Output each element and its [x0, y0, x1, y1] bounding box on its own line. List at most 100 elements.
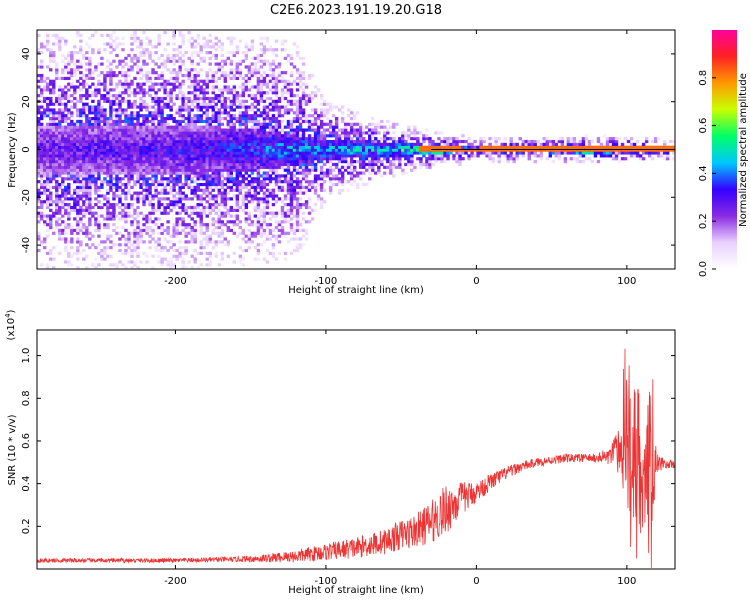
- heatmap-cell: [82, 94, 86, 98]
- heatmap-cell: [193, 160, 197, 164]
- heatmap-cell: [304, 228, 309, 233]
- heatmap-cell: [58, 122, 62, 126]
- heatmap-cell: [85, 117, 89, 121]
- heatmap-cell: [127, 168, 131, 172]
- heatmap-cell: [103, 119, 107, 124]
- heatmap-cell: [286, 148, 291, 152]
- heatmap-cell: [286, 182, 291, 187]
- heatmap-cell: [235, 160, 240, 164]
- heatmap-cell: [154, 154, 158, 158]
- heatmap-cell: [106, 168, 110, 172]
- heatmap-cell: [73, 162, 77, 167]
- heatmap-cell: [295, 162, 300, 167]
- heatmap-cell: [271, 168, 276, 172]
- heatmap-cell: [208, 197, 212, 201]
- heatmap-cell: [172, 177, 176, 181]
- heatmap-cell: [223, 243, 227, 247]
- heatmap-cell: [262, 145, 267, 149]
- heatmap-cell: [190, 142, 194, 146]
- heatmap-cell: [253, 96, 258, 101]
- heatmap-cell: [289, 102, 294, 106]
- heatmap-cell: [196, 171, 200, 175]
- heatmap-cell: [148, 177, 152, 181]
- heatmap-cell: [145, 51, 149, 55]
- heatmap-cell: [223, 203, 227, 207]
- heatmap-cell: [193, 234, 197, 238]
- heatmap-cell: [220, 240, 224, 244]
- heatmap-cell: [331, 128, 336, 132]
- heatmap-cell: [223, 71, 227, 75]
- heatmap-cell: [262, 211, 267, 215]
- heatmap-cell: [103, 85, 107, 89]
- heatmap-cell: [253, 137, 258, 141]
- heatmap-cell: [211, 208, 215, 212]
- heatmap-cell: [76, 177, 80, 181]
- heatmap-cell: [124, 91, 128, 95]
- heatmap-cell: [244, 65, 249, 69]
- heatmap-cell: [199, 114, 203, 118]
- heatmap-cell: [130, 134, 134, 138]
- heatmap-cell: [392, 148, 396, 152]
- heatmap-cell: [55, 114, 59, 118]
- heatmap-cell: [295, 131, 300, 135]
- heatmap-cell: [178, 162, 182, 167]
- heatmap-cell: [298, 197, 303, 201]
- heatmap-cell: [58, 168, 62, 172]
- heatmap-cell: [139, 122, 143, 126]
- heatmap-cell: [220, 228, 224, 233]
- heatmap-cell: [46, 102, 50, 106]
- heatmap-cell: [88, 200, 92, 204]
- heatmap-cell: [139, 237, 143, 241]
- heatmap-cell: [79, 99, 83, 103]
- heatmap-cell: [190, 205, 194, 210]
- heatmap-cell: [322, 114, 327, 118]
- heatmap-cell: [277, 99, 282, 103]
- heatmap-cell: [124, 162, 128, 167]
- heatmap-cell: [310, 160, 315, 164]
- heatmap-cell: [109, 177, 113, 181]
- heatmap-cell: [310, 125, 315, 129]
- heatmap-cell: [157, 99, 161, 103]
- heatmap-cell: [85, 125, 89, 129]
- heatmap-cell: [37, 237, 41, 241]
- heatmap-cell: [127, 125, 131, 129]
- heatmap-cell: [410, 137, 414, 141]
- heatmap-cell: [52, 33, 56, 37]
- heatmap-cell: [112, 131, 116, 135]
- heatmap-cell: [274, 174, 279, 178]
- heatmap-cell: [136, 111, 140, 115]
- heatmap-cell: [163, 79, 167, 83]
- heatmap-cell: [160, 246, 164, 250]
- heatmap-cell: [235, 188, 240, 192]
- heatmap-cell: [274, 108, 279, 112]
- heatmap-cell: [163, 122, 167, 126]
- heatmap-cell: [226, 191, 230, 195]
- heatmap-cell: [46, 203, 50, 207]
- heatmap-cell: [121, 251, 125, 255]
- heatmap-cell: [166, 79, 170, 83]
- heatmap-cell: [365, 162, 369, 167]
- heatmap-cell: [64, 128, 68, 132]
- heatmap-cell: [157, 162, 161, 167]
- heatmap-cell: [368, 128, 372, 132]
- heatmap-cell: [244, 240, 249, 244]
- heatmap-cell: [271, 71, 276, 75]
- heatmap-cell: [226, 125, 230, 129]
- heatmap-cell: [301, 99, 306, 103]
- heatmap-cell: [253, 257, 258, 261]
- heatmap-cell: [118, 117, 122, 121]
- heatmap-cell: [256, 223, 261, 227]
- heatmap-cell: [410, 168, 414, 172]
- heatmap-cell: [85, 188, 89, 192]
- heatmap-cell: [43, 142, 47, 146]
- heatmap-cell: [145, 122, 149, 126]
- heatmap-cell: [133, 165, 137, 169]
- heatmap-cell: [46, 171, 50, 175]
- heatmap-cell: [133, 237, 137, 241]
- heatmap-cell: [115, 263, 119, 267]
- heatmap-cell: [283, 231, 288, 235]
- heatmap-cell: [280, 200, 285, 204]
- heatmap-cell: [64, 168, 68, 172]
- heatmap-cell: [121, 263, 125, 267]
- heatmap-cell: [82, 79, 86, 83]
